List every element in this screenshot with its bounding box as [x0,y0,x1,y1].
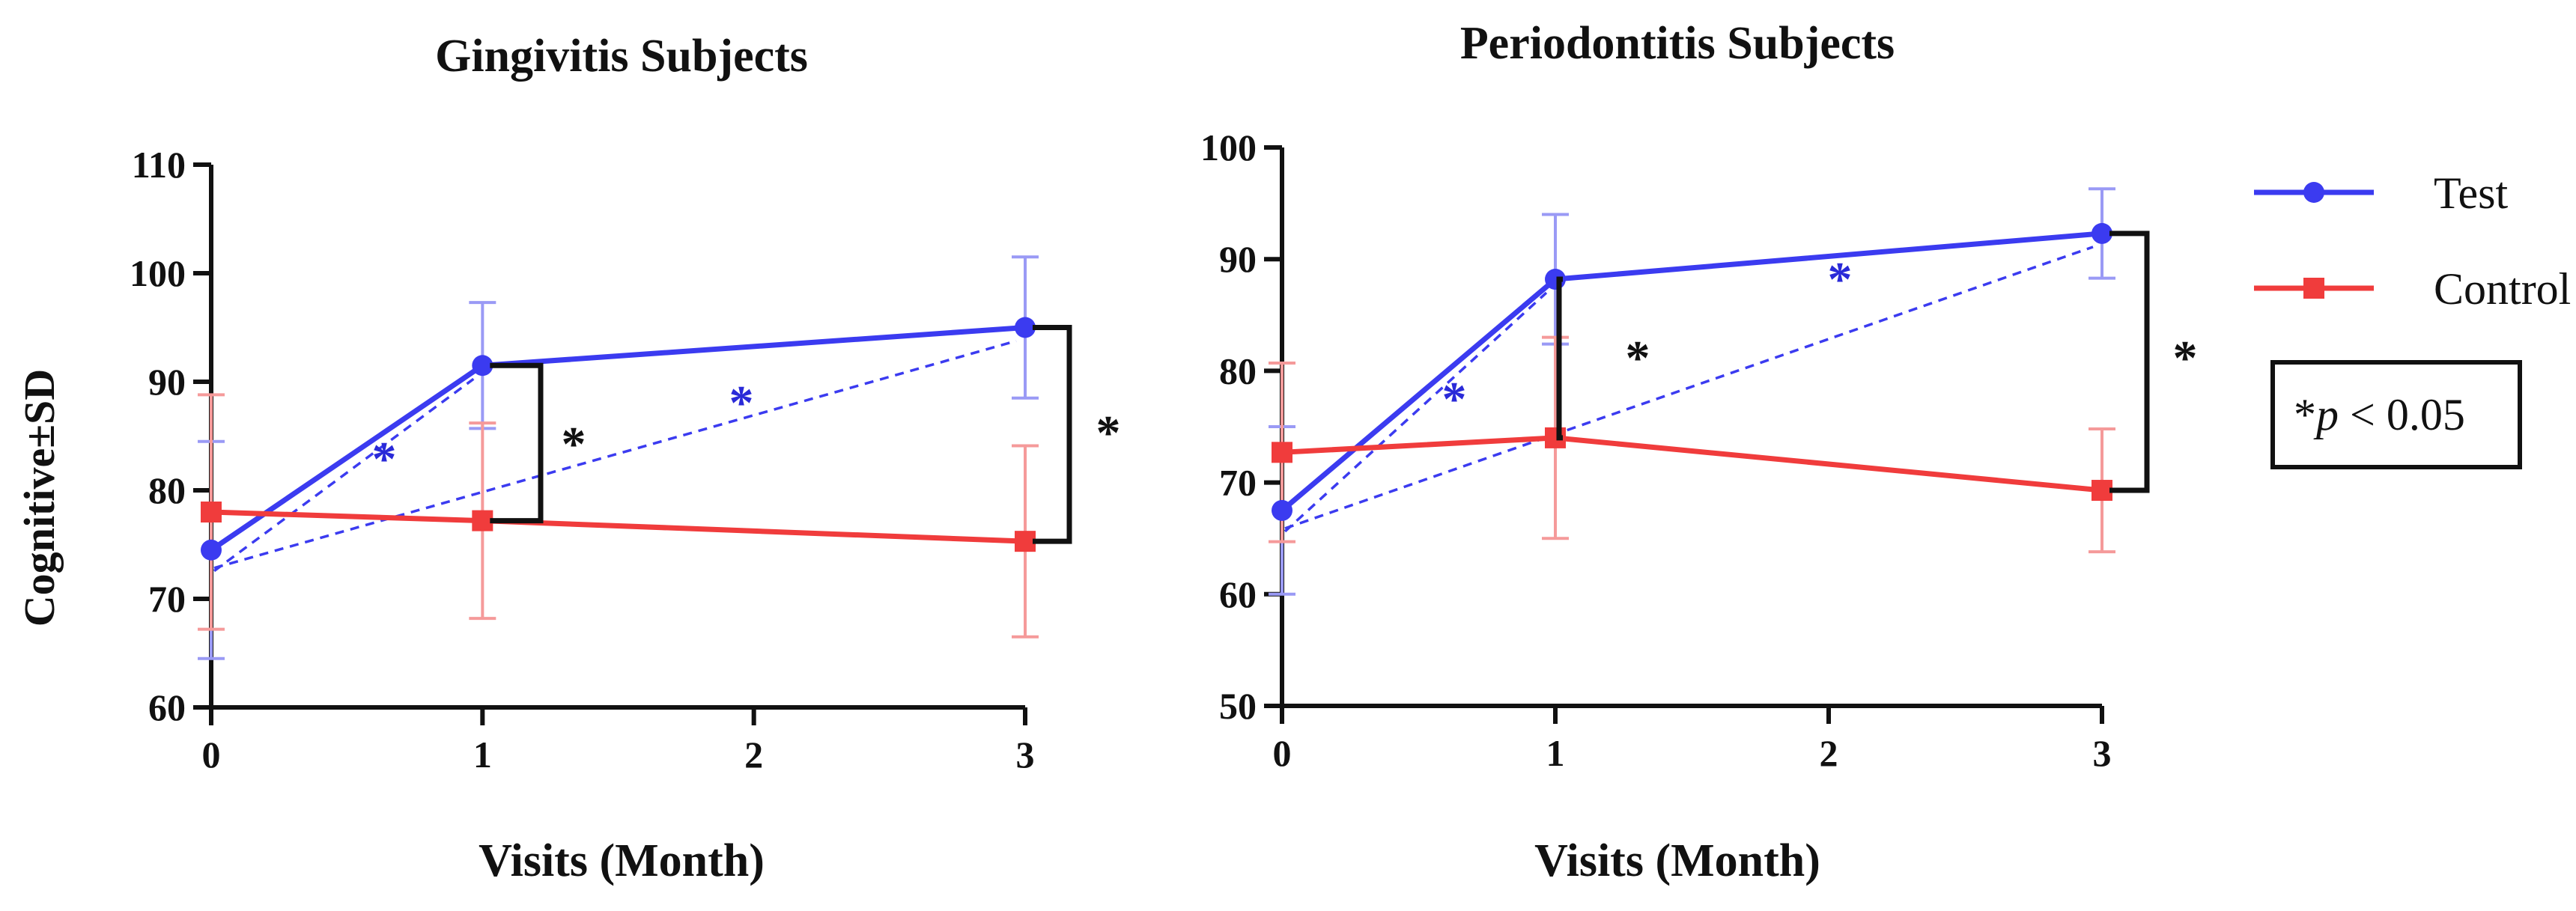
data-point [1272,442,1292,463]
y-tick-label: 100 [130,252,186,294]
significance-star: * [1096,406,1121,460]
x-axis-label: Visits (Month) [1534,835,1820,886]
p-value-note: *p < 0.05 [2270,360,2522,469]
data-point [201,539,222,561]
y-tick-label: 70 [148,578,186,620]
plot-area: 50 60 70 80 90 100 0 1 2 3 * * * * [1200,127,2198,774]
significance-bracket [2109,231,2150,493]
x-tick-label: 0 [1273,732,1292,774]
trend-significance-star: * [372,432,397,487]
legend-label: Test [2434,168,2508,218]
trend-line [1284,246,2094,530]
legend-item-test: Test [2254,168,2508,218]
y-tick-label: 110 [132,144,186,186]
p-threshold: < 0.05 [2339,390,2465,439]
data-point [201,502,222,522]
data-point [2092,222,2112,244]
y-tick-label: 50 [1219,685,1257,727]
significance-star: * [1626,331,1650,386]
chart-title: Periodontitis Subjects [1460,18,1895,69]
x-tick-label: 2 [744,734,763,776]
y-tick-label: 60 [1219,573,1257,615]
significance-bracket [1556,276,1563,441]
trend-line [213,377,475,573]
y-tick-label: 100 [1200,127,1257,168]
significance-bracket [490,362,544,524]
x-tick-label: 3 [1016,734,1035,776]
x-tick-label: 2 [1820,732,1838,774]
legend-marker-square [2303,278,2324,299]
y-axis-label: Cognitive±SD [15,369,64,627]
series-line-control [210,509,1026,544]
x-tick-label: 1 [1546,732,1565,774]
p-value-box [2270,360,2522,469]
p-value-text: *p < 0.05 [2294,390,2465,439]
legend: Test Control *p < 0.05 [2254,168,2571,469]
y-tick-label: 70 [1219,462,1257,504]
series-line-test [1280,231,2103,513]
y-tick-label: 60 [148,686,186,728]
data-point [1272,499,1292,521]
x-tick-label: 0 [202,734,221,776]
chart-gingivitis: Gingivitis Subjects Cognitive±SD Visits … [15,31,1121,886]
data-point [472,355,493,377]
legend-item-control: Control [2254,264,2571,314]
significance-star: * [2173,331,2198,386]
series-line-control [1281,435,2103,493]
trend-line [1284,291,1548,533]
data-point [2092,480,2112,502]
trend-significance-star: * [1828,252,1853,307]
data-point [1015,317,1036,338]
x-tick-label: 1 [473,734,492,776]
x-tick-label: 3 [2093,732,2112,774]
trend-significance-star: * [729,376,754,430]
trend-line [213,339,1017,570]
x-axis-label: Visits (Month) [479,835,765,886]
plot-area: 60 70 80 90 100 110 0 1 2 3 * * * * [130,144,1121,776]
significance-bracket [1033,325,1072,544]
y-tick-label: 80 [148,469,186,511]
legend-label: Control [2434,264,2571,314]
trend-significance-star: * [1442,372,1467,427]
legend-marker-circle [2303,182,2324,203]
y-tick-label: 80 [1219,350,1257,391]
data-point [1015,531,1036,552]
significance-star: * [562,417,586,472]
y-tick-label: 90 [1219,238,1257,280]
chart-title: Gingivitis Subjects [435,31,808,82]
chart-periodontitis: Periodontitis Subjects Visits (Month) 50… [1200,18,2198,886]
p-star: * [2294,390,2316,439]
p-symbol: p [2313,390,2339,439]
data-point [472,510,493,531]
y-tick-label: 90 [148,361,186,403]
